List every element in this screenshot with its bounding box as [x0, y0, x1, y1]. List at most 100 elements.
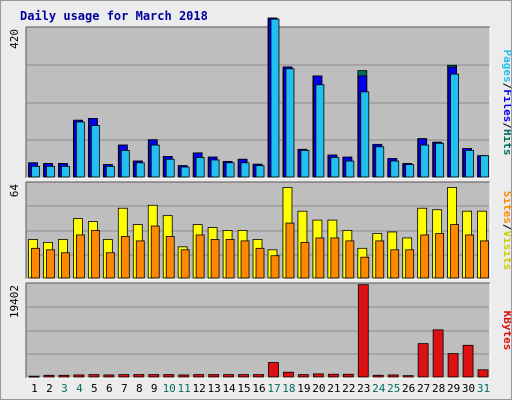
x-axis-day-label: 4 — [76, 382, 83, 395]
pages-bar — [105, 165, 115, 178]
sites-bar — [31, 247, 40, 279]
pages-bar — [255, 165, 265, 178]
x-axis-day-label: 27 — [417, 382, 430, 395]
kbytes-bar — [148, 374, 160, 378]
kbytes-bar — [298, 374, 309, 378]
pages-bar — [330, 157, 340, 178]
kbytes-bar — [372, 374, 384, 378]
kbytes-bar — [432, 329, 444, 378]
sites-bar — [450, 224, 459, 279]
sites-bar — [480, 240, 489, 279]
sites-bar — [180, 249, 190, 279]
x-axis-day-label: 24 — [372, 382, 386, 395]
sites-bar — [61, 252, 70, 279]
sites-bar — [315, 237, 325, 279]
x-axis-day-label: 15 — [237, 382, 250, 395]
kbytes-bar — [223, 374, 234, 378]
x-axis-day-label: 10 — [163, 382, 176, 395]
kbytes-bar — [208, 374, 220, 378]
chart-title: Daily usage for March 2018 — [20, 9, 208, 23]
pages-bar — [420, 144, 430, 178]
x-axis-day-label: 28 — [432, 382, 445, 395]
x-axis-day-label: 2 — [46, 382, 53, 395]
panel-3-ymax-label: 19402 — [8, 285, 21, 318]
kbytes-bar — [103, 374, 115, 378]
kbytes-bar — [283, 371, 294, 378]
x-axis-day-label: 9 — [151, 382, 158, 395]
sites-bar — [120, 236, 130, 279]
pages-bar — [180, 166, 190, 178]
sites-bar — [240, 240, 250, 279]
x-axis-day-label: 20 — [312, 382, 325, 395]
pages-bar — [76, 121, 85, 178]
sites-bar — [420, 234, 430, 279]
sites-bar — [375, 240, 385, 279]
x-axis-day-label: 21 — [327, 382, 340, 395]
pages-bar — [46, 165, 55, 178]
kbytes-bar — [193, 374, 205, 378]
sites-bar — [255, 247, 265, 279]
x-axis-day-label: 13 — [207, 382, 220, 395]
sites-bar — [270, 255, 280, 279]
panel-1-legend-separator: / — [501, 83, 511, 90]
pages-bar — [195, 157, 205, 178]
sites-bar — [360, 256, 370, 279]
sites-bar — [390, 249, 400, 279]
pages-bar — [450, 73, 459, 178]
panel-1-ymax-label: 420 — [8, 29, 21, 49]
panel-2-legend-separator: / — [501, 224, 511, 231]
x-axis-day-label: 8 — [136, 382, 143, 395]
sites-bar — [135, 240, 145, 279]
kbytes-bar — [133, 374, 145, 378]
panel-2-legend: Sites/Visits — [501, 191, 511, 271]
panel-1-legend-pages: Pages — [501, 50, 511, 83]
x-axis-day-label: 16 — [252, 382, 265, 395]
panel-3-legend: KBytes — [501, 311, 511, 351]
kbytes-bar — [238, 374, 249, 378]
x-axis-day-label: 5 — [91, 382, 98, 395]
kbytes-bar — [268, 362, 279, 378]
sites-bar — [330, 237, 340, 279]
kbytes-bar — [327, 373, 339, 378]
kbytes-bar — [462, 344, 474, 378]
x-axis-day-label: 11 — [178, 382, 191, 395]
kbytes-bar — [163, 374, 175, 378]
pages-bar — [225, 162, 235, 178]
sites-bar — [195, 234, 205, 279]
kbytes-bar — [387, 374, 399, 378]
x-axis-day-label: 12 — [193, 382, 206, 395]
pages-bar — [165, 158, 175, 178]
sites-bar — [465, 234, 474, 279]
panel-2-ymax-label: 64 — [8, 184, 21, 198]
x-axis-day-label: 19 — [297, 382, 310, 395]
kbytes-bar — [447, 353, 459, 378]
x-axis-day-label: 6 — [106, 382, 113, 395]
kbytes-bar — [28, 375, 40, 378]
pages-bar — [405, 164, 415, 178]
panel-1-legend-files: Files — [501, 89, 511, 122]
kbytes-bar — [43, 374, 55, 378]
sites-bar — [90, 230, 100, 279]
pages-bar — [390, 160, 400, 178]
sites-bar — [150, 225, 160, 279]
x-axis-day-label: 29 — [447, 382, 460, 395]
x-axis-day-label: 25 — [387, 382, 400, 395]
panel-3-legend-kbytes: KBytes — [501, 311, 511, 351]
x-axis-day-label: 23 — [357, 382, 370, 395]
kbytes-bar — [118, 374, 130, 378]
x-axis-day-label: 31 — [477, 382, 490, 395]
pages-bar — [31, 165, 40, 178]
pages-bar — [375, 146, 385, 178]
pages-bar — [240, 162, 250, 178]
sites-bar — [105, 252, 115, 279]
x-axis-day-label: 18 — [282, 382, 295, 395]
sites-bar — [165, 236, 175, 279]
sites-bar — [285, 222, 295, 279]
sites-bar — [300, 241, 310, 279]
pages-bar — [270, 18, 280, 178]
x-axis-day-label: 7 — [121, 382, 128, 395]
kbytes-bar — [342, 373, 354, 378]
kbytes-bar — [73, 374, 85, 378]
